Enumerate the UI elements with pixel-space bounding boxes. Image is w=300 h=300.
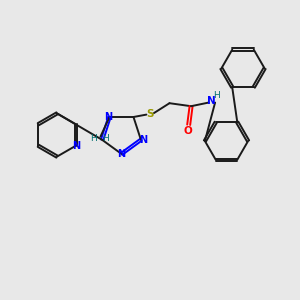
Text: O: O [184, 126, 193, 136]
Text: H: H [91, 134, 97, 143]
Text: H: H [213, 92, 220, 100]
Text: H: H [102, 134, 109, 143]
Text: N: N [207, 96, 216, 106]
Text: S: S [146, 109, 154, 119]
Text: N: N [72, 141, 80, 151]
Text: N: N [104, 112, 112, 122]
Text: N: N [117, 149, 126, 159]
Text: N: N [139, 135, 147, 145]
